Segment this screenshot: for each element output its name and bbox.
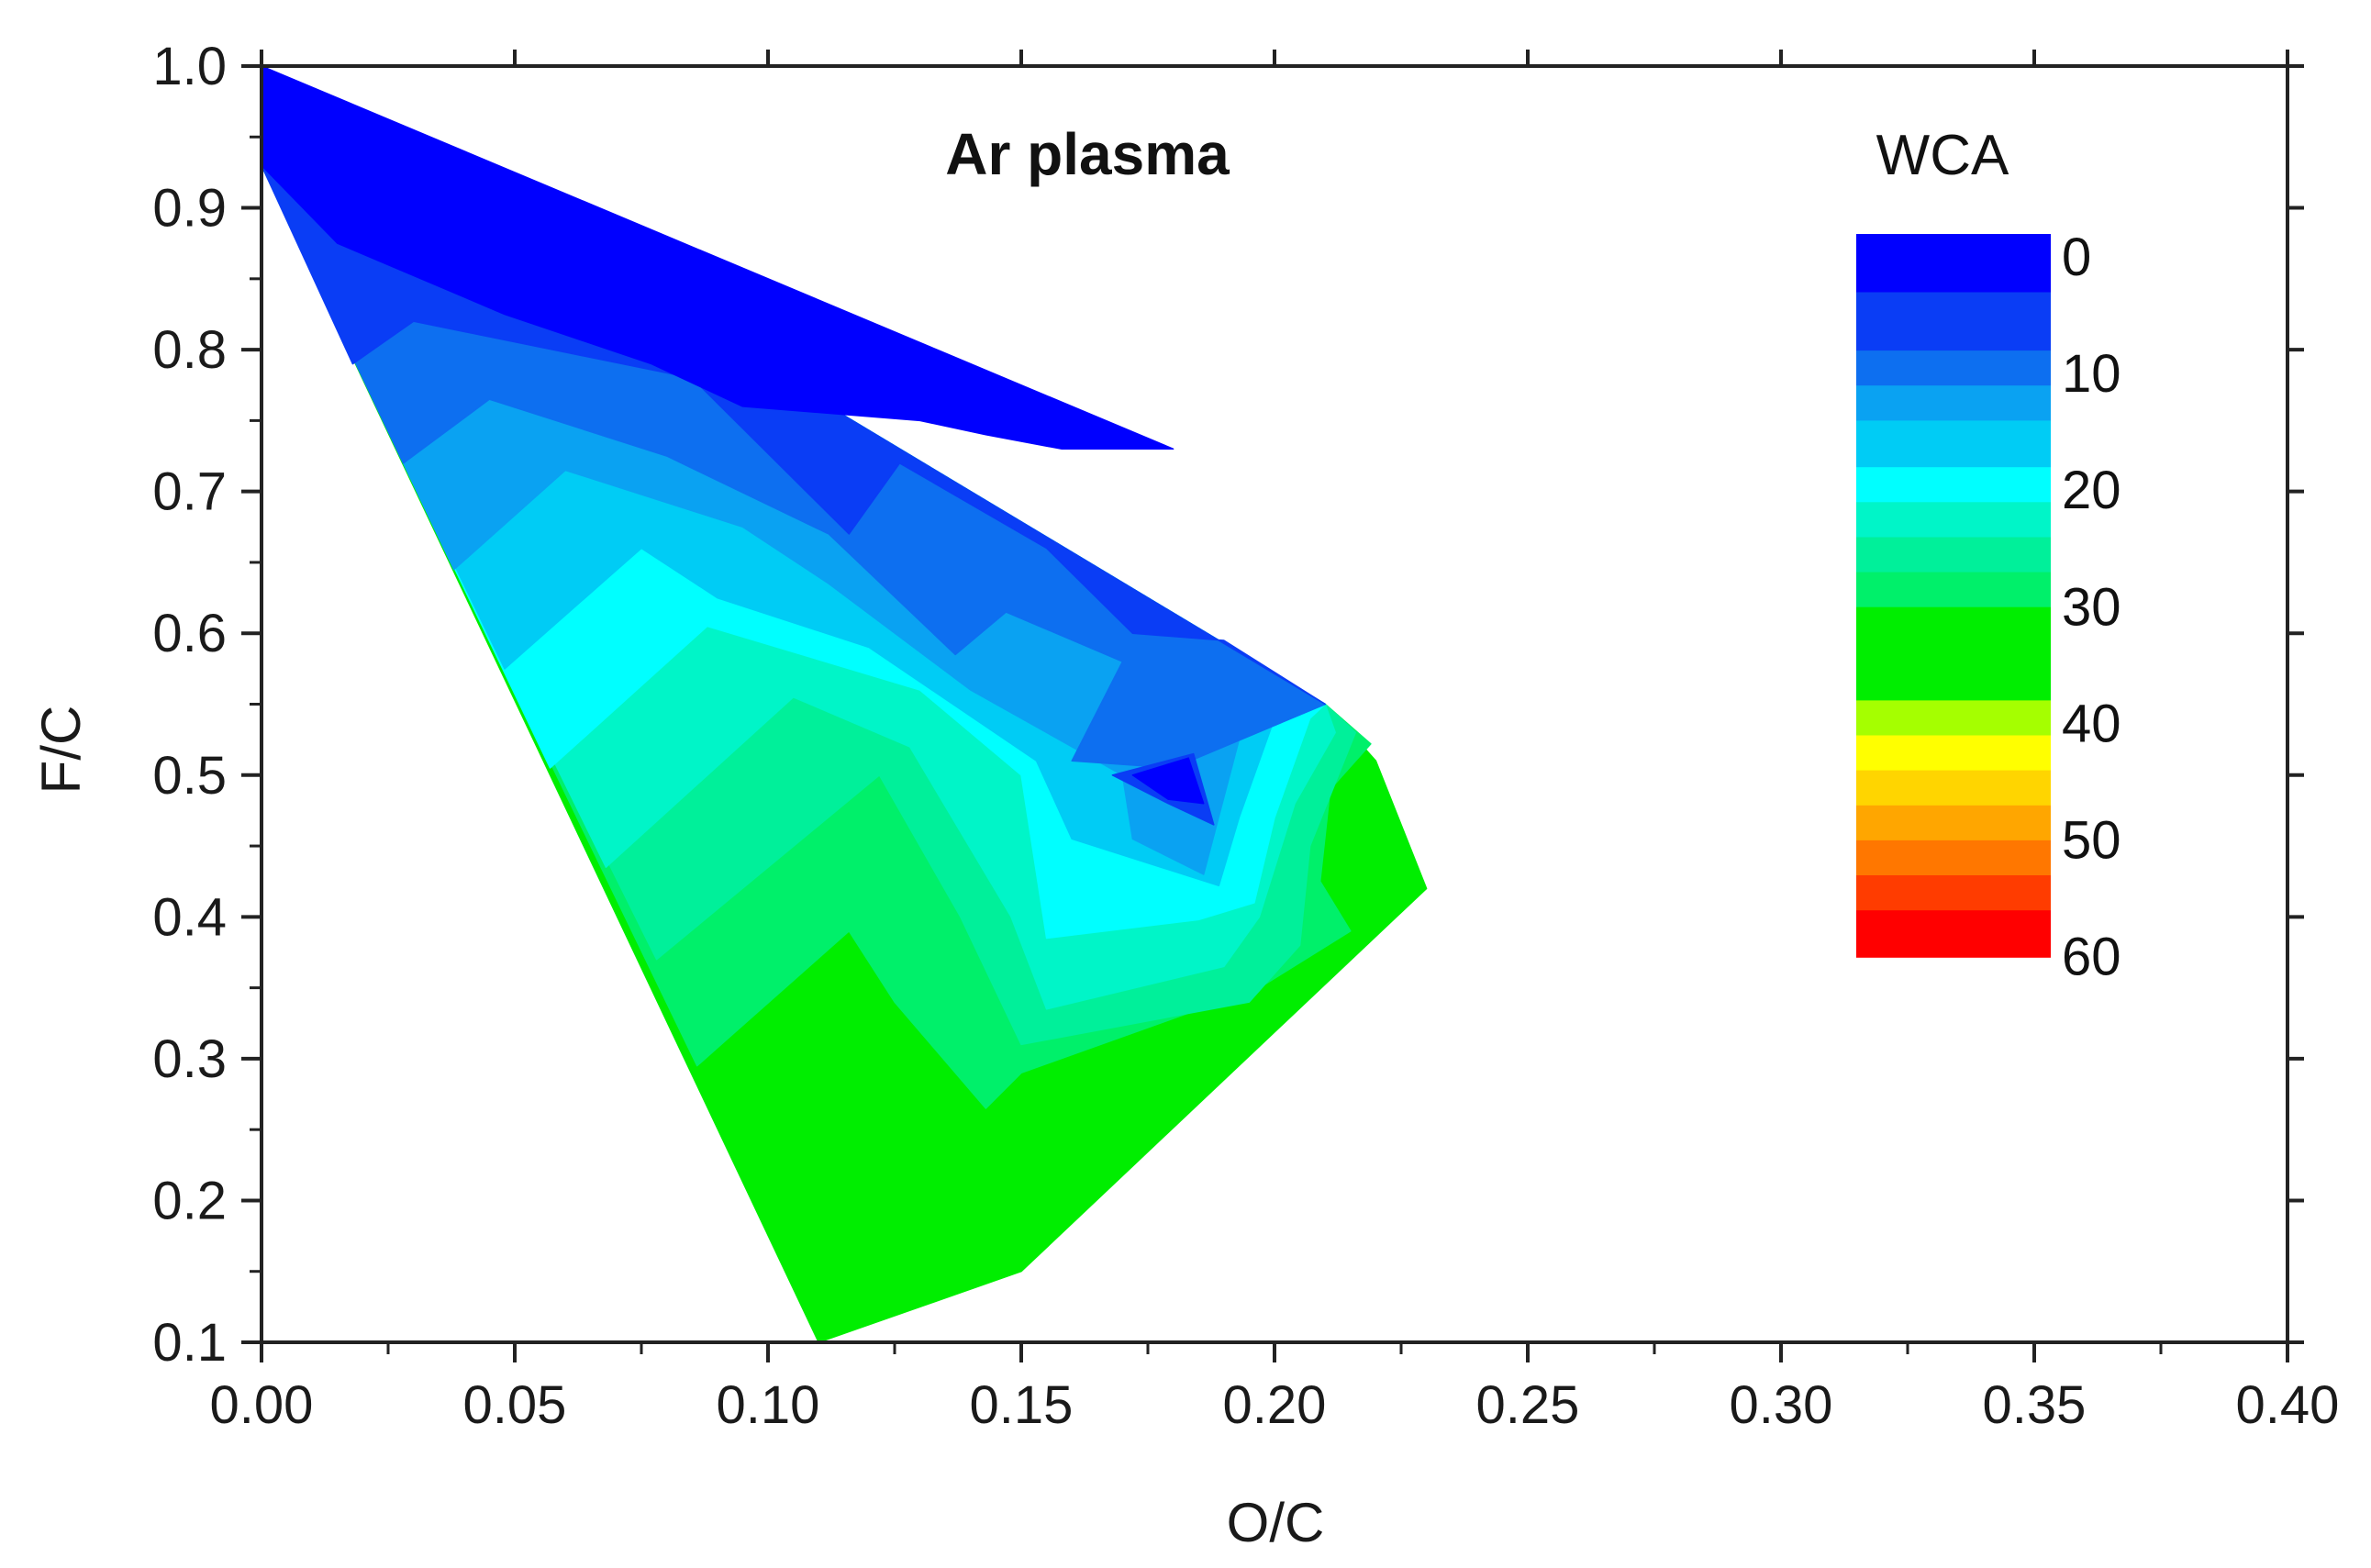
x-tick-label: 0.15 xyxy=(970,1375,1074,1435)
y-tick-label: 0.1 xyxy=(152,1313,227,1373)
colorbar-label: 60 xyxy=(2062,928,2121,987)
colorbar-label: 10 xyxy=(2062,344,2121,404)
colorbar-segment-2 xyxy=(1856,350,2051,386)
colorbar-segment-10 xyxy=(1856,700,2051,737)
x-tick-label: 0.05 xyxy=(463,1375,567,1435)
colorbar-label: 20 xyxy=(2062,461,2121,520)
y-axis-title: F/C xyxy=(30,706,92,795)
colorbar-segment-11 xyxy=(1856,735,2051,772)
colorbar-label: 50 xyxy=(2062,811,2121,871)
chart-title: Ar plasma xyxy=(945,121,1230,187)
y-tick-label: 0.9 xyxy=(152,179,227,239)
y-tick-label: 0.2 xyxy=(152,1171,227,1230)
colorbar-segment-14 xyxy=(1856,840,2051,876)
colorbar-segment-3 xyxy=(1856,385,2051,422)
y-tick-label: 0.3 xyxy=(152,1029,227,1089)
colorbar-segment-5 xyxy=(1856,467,2051,504)
y-tick-label: 0.6 xyxy=(152,604,227,663)
colorbar-title: WCA xyxy=(1876,124,2009,187)
colorbar-segment-8 xyxy=(1856,572,2051,608)
x-tick-label: 0.25 xyxy=(1476,1375,1580,1435)
colorbar-segment-4 xyxy=(1856,420,2051,468)
x-tick-label: 0.00 xyxy=(210,1375,314,1435)
colorbar-label: 30 xyxy=(2062,577,2121,637)
colorbar-label: 0 xyxy=(2062,228,2091,287)
colorbar-labels: 0 10 20 30 40 50 60 xyxy=(2062,228,2121,987)
x-tick-label: 0.40 xyxy=(2236,1375,2340,1435)
contour-band-10 xyxy=(262,66,1174,450)
colorbar-segment-16 xyxy=(1856,910,2051,958)
y-tick-label: 0.7 xyxy=(152,462,227,522)
colorbar-segment-9 xyxy=(1856,606,2051,702)
colorbar-segment-12 xyxy=(1856,770,2051,806)
x-tick-label: 0.30 xyxy=(1730,1375,1833,1435)
colorbar-segment-7 xyxy=(1856,537,2051,573)
colorbar-segments xyxy=(1856,234,2051,958)
contour-bands xyxy=(262,66,1428,1342)
y-tick-label: 1.0 xyxy=(152,37,227,96)
x-axis: 0.00 0.05 0.10 0.15 0.20 0.25 0.30 0.35 0.40 xyxy=(210,50,2340,1435)
y-tick-label: 0.8 xyxy=(152,320,227,380)
y-tick-label: 0.4 xyxy=(152,887,227,947)
colorbar-segment-13 xyxy=(1856,805,2051,841)
colorbar-label: 40 xyxy=(2062,694,2121,753)
contour-band-11 xyxy=(1131,757,1205,805)
colorbar-segment-15 xyxy=(1856,875,2051,911)
colorbar: WCA 0 10 20 30 40 50 60 xyxy=(1856,124,2121,987)
x-tick-label: 0.20 xyxy=(1223,1375,1327,1435)
colorbar-segment-1 xyxy=(1856,292,2051,351)
colorbar-segment-6 xyxy=(1856,502,2051,539)
x-axis-title: O/C xyxy=(1227,1492,1325,1553)
y-tick-label: 0.5 xyxy=(152,746,227,806)
colorbar-segment-0 xyxy=(1856,234,2051,294)
x-tick-label: 0.35 xyxy=(1983,1375,2087,1435)
x-tick-label: 0.10 xyxy=(717,1375,820,1435)
y-axis: 0.1 0.2 0.3 0.4 0.5 0.6 0.7 0.8 0.9 1.0 xyxy=(152,37,2304,1373)
